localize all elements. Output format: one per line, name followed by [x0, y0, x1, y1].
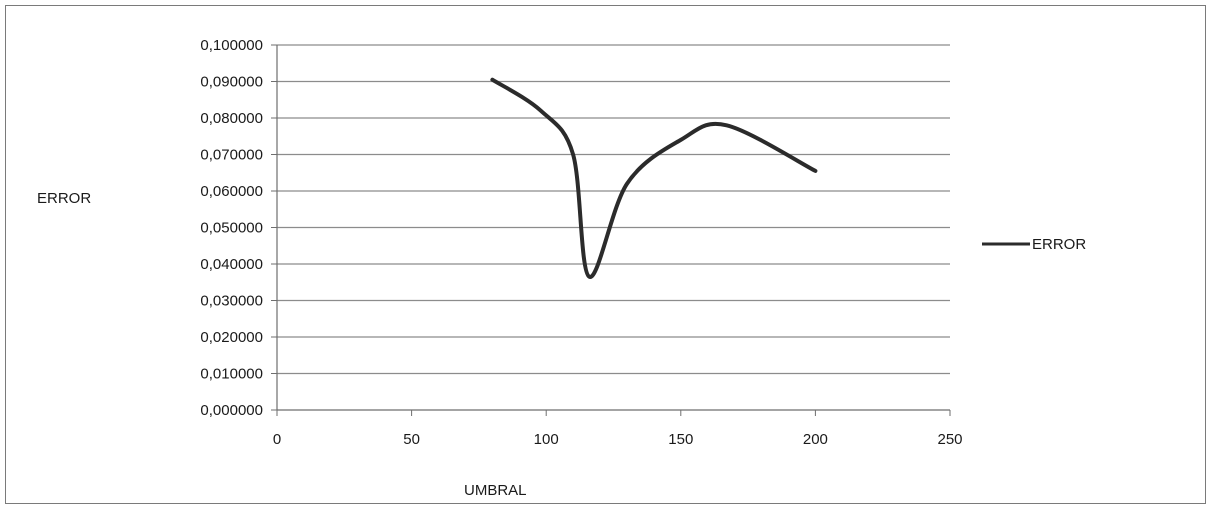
series-line-1 — [490, 77, 818, 279]
line-chart: 0,000000 0,010000 0,020000 0,030000 0,040000… — [37, 37, 1086, 499]
y-tick-label: 0,010000 — [200, 366, 263, 383]
x-tick-label: 200 — [803, 431, 828, 448]
series-lines — [490, 77, 818, 279]
x-axis-label: UMBRAL — [464, 482, 527, 499]
x-tick-label: 150 — [668, 431, 693, 448]
x-tick-label: 50 — [403, 431, 420, 448]
y-tick-label: 0,000000 — [200, 402, 263, 419]
y-tick-label: 0,090000 — [200, 74, 263, 91]
y-tick-label: 0,050000 — [200, 220, 263, 237]
y-axis-label: ERROR — [37, 190, 91, 207]
y-tick-label: 0,070000 — [200, 147, 263, 164]
y-tick-labels: 0,000000 0,010000 0,020000 0,030000 0,040000… — [200, 37, 263, 419]
x-tick-label: 250 — [937, 431, 962, 448]
y-tick-label: 0,040000 — [200, 256, 263, 273]
y-tick-label: 0,020000 — [200, 329, 263, 346]
x-tick-label: 0 — [273, 431, 281, 448]
gridlines — [277, 44, 950, 375]
axes — [271, 44, 951, 416]
legend: ERROR — [982, 236, 1086, 253]
chart-frame: 0,000000 0,010000 0,020000 0,030000 0,040000… — [5, 5, 1206, 504]
y-tick-label: 0,100000 — [200, 37, 263, 54]
x-tick-label: 100 — [534, 431, 559, 448]
legend-label: ERROR — [1032, 236, 1086, 253]
y-tick-label: 0,080000 — [200, 110, 263, 127]
x-tick-labels: 0 50 100 150 200 250 — [273, 431, 963, 448]
y-tick-label: 0,030000 — [200, 293, 263, 310]
y-tick-label: 0,060000 — [200, 183, 263, 200]
